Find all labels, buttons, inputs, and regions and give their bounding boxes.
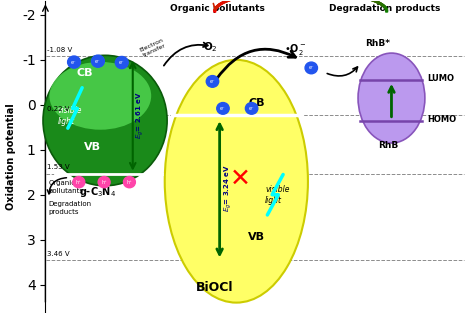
Text: h⁺: h⁺ xyxy=(127,180,132,185)
Ellipse shape xyxy=(358,53,425,143)
Text: Organic pollutants: Organic pollutants xyxy=(170,4,264,13)
Text: h⁺: h⁺ xyxy=(101,180,107,185)
Text: light: light xyxy=(57,117,74,126)
Text: g-C$_3$N$_4$: g-C$_3$N$_4$ xyxy=(79,185,116,199)
Text: h⁺: h⁺ xyxy=(76,180,82,185)
Text: 1.53 V: 1.53 V xyxy=(47,164,70,171)
Circle shape xyxy=(91,55,104,67)
Text: ✕: ✕ xyxy=(229,167,251,191)
Text: LUMO: LUMO xyxy=(427,74,454,83)
Text: visible: visible xyxy=(57,106,82,115)
Circle shape xyxy=(206,75,219,87)
Text: HOMO: HOMO xyxy=(427,115,456,124)
Text: BiOCl: BiOCl xyxy=(196,281,234,295)
Text: pollutants: pollutants xyxy=(49,188,84,194)
Text: RhB*: RhB* xyxy=(365,39,390,48)
Text: CB: CB xyxy=(76,68,93,78)
Text: light: light xyxy=(265,196,282,205)
Text: Degradation products: Degradation products xyxy=(328,4,440,13)
Text: e⁻: e⁻ xyxy=(220,106,226,111)
Text: VB: VB xyxy=(83,142,100,152)
Text: $E_g$= 3.24 eV: $E_g$= 3.24 eV xyxy=(223,164,235,212)
Text: e⁻: e⁻ xyxy=(119,60,125,65)
Text: VB: VB xyxy=(248,232,265,242)
Text: e⁻: e⁻ xyxy=(95,59,100,64)
Ellipse shape xyxy=(165,60,308,303)
FancyArrowPatch shape xyxy=(47,178,66,194)
FancyArrowPatch shape xyxy=(327,67,357,76)
Text: $E_g$= 2.61 eV: $E_g$= 2.61 eV xyxy=(135,91,146,139)
Text: 0.22 V: 0.22 V xyxy=(47,105,69,111)
Circle shape xyxy=(115,56,128,69)
Ellipse shape xyxy=(43,55,167,186)
Text: RhB: RhB xyxy=(378,141,398,150)
Circle shape xyxy=(73,177,85,188)
Circle shape xyxy=(98,177,110,188)
FancyArrowPatch shape xyxy=(217,49,295,79)
Text: Degradation: Degradation xyxy=(49,201,92,207)
Text: CB: CB xyxy=(248,98,265,108)
Ellipse shape xyxy=(49,62,151,130)
Circle shape xyxy=(68,56,81,68)
Text: e⁻: e⁻ xyxy=(249,106,255,111)
Text: visible: visible xyxy=(265,186,290,194)
Text: 3.46 V: 3.46 V xyxy=(47,251,70,257)
Text: Electron
transfer: Electron transfer xyxy=(139,38,167,59)
Text: •O$_2^-$: •O$_2^-$ xyxy=(284,42,307,57)
FancyArrowPatch shape xyxy=(164,43,208,66)
Text: Organic: Organic xyxy=(49,180,76,186)
Text: e⁻: e⁻ xyxy=(309,65,314,70)
Circle shape xyxy=(123,177,136,188)
Text: O$_2$: O$_2$ xyxy=(203,40,218,54)
Text: products: products xyxy=(49,209,79,215)
Text: e⁻: e⁻ xyxy=(210,79,215,84)
Circle shape xyxy=(246,103,258,114)
Y-axis label: Oxidation potential: Oxidation potential xyxy=(6,103,17,210)
Circle shape xyxy=(305,62,318,74)
Circle shape xyxy=(217,103,229,114)
Text: e⁻: e⁻ xyxy=(71,59,77,64)
Text: -1.08 V: -1.08 V xyxy=(47,47,72,53)
